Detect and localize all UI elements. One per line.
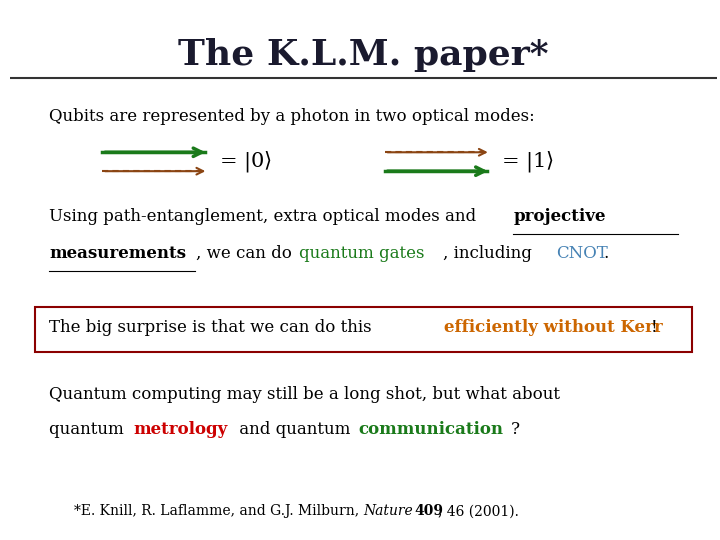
- Text: and quantum: and quantum: [233, 421, 355, 438]
- Text: = |0$\rangle$: = |0$\rangle$: [219, 150, 271, 174]
- Text: .: .: [603, 245, 609, 261]
- Text: Using path-entanglement, extra optical modes and: Using path-entanglement, extra optical m…: [50, 208, 482, 225]
- Text: CNOT: CNOT: [556, 245, 608, 261]
- Text: measurements: measurements: [50, 245, 186, 261]
- Text: The big surprise is that we can do this: The big surprise is that we can do this: [50, 319, 377, 336]
- Text: 409: 409: [415, 504, 444, 518]
- Text: *E. Knill, R. Laflamme, and G.J. Milburn,: *E. Knill, R. Laflamme, and G.J. Milburn…: [74, 504, 364, 518]
- Text: , we can do: , we can do: [197, 245, 297, 261]
- Text: metrology: metrology: [133, 421, 228, 438]
- Text: quantum gates: quantum gates: [299, 245, 424, 261]
- Text: !: !: [650, 319, 657, 336]
- Text: Quantum computing may still be a long shot, but what about: Quantum computing may still be a long sh…: [50, 386, 560, 403]
- Text: Nature: Nature: [364, 504, 418, 518]
- Text: Qubits are represented by a photon in two optical modes:: Qubits are represented by a photon in tw…: [50, 108, 535, 125]
- Text: = |1$\rangle$: = |1$\rangle$: [501, 150, 554, 174]
- Text: , including: , including: [443, 245, 537, 261]
- Text: ?: ?: [510, 421, 519, 438]
- Text: quantum: quantum: [50, 421, 130, 438]
- Text: The K.L.M. paper*: The K.L.M. paper*: [179, 38, 549, 72]
- FancyBboxPatch shape: [35, 307, 692, 352]
- Text: projective: projective: [513, 208, 606, 225]
- Text: communication: communication: [358, 421, 503, 438]
- Text: efficiently without Kerr: efficiently without Kerr: [444, 319, 663, 336]
- Text: , 46 (2001).: , 46 (2001).: [438, 504, 519, 518]
